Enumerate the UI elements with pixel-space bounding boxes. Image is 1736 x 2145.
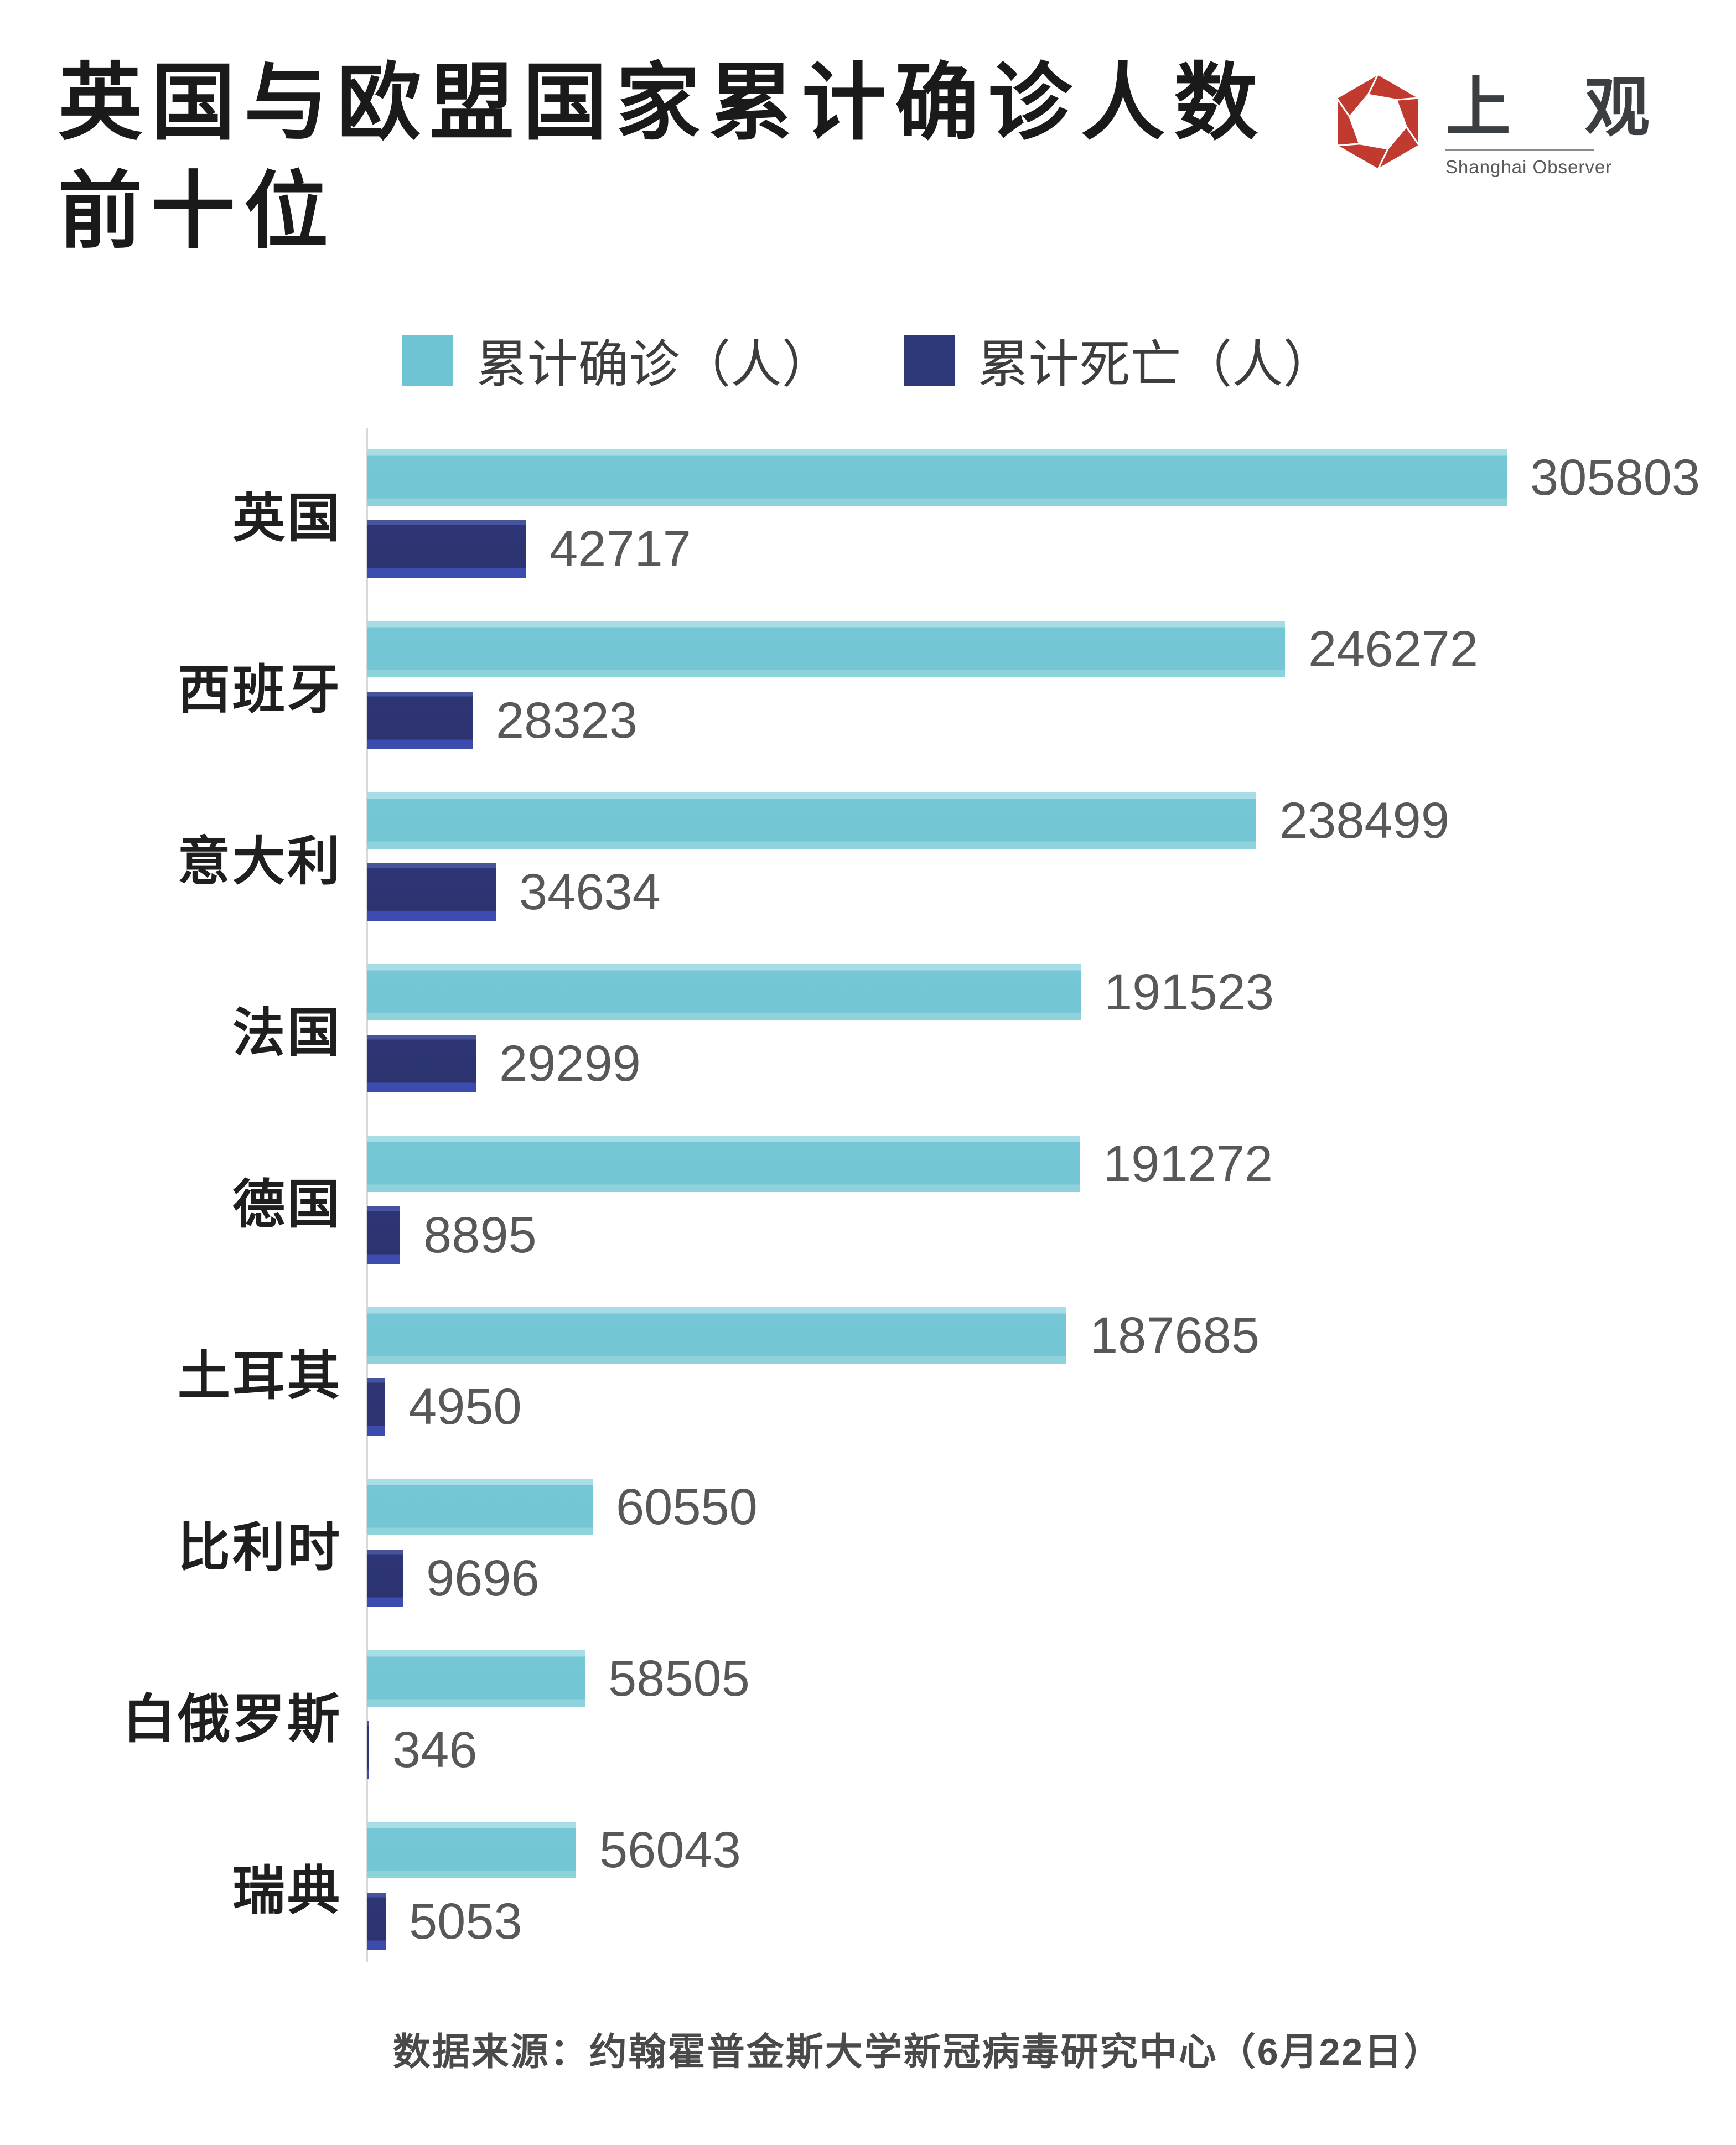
country-row: 意大利 238499 34634	[178, 792, 1736, 921]
death-bar	[367, 1378, 385, 1436]
y-axis-line	[366, 428, 368, 1962]
country-label: 英国	[232, 489, 342, 548]
death-value: 34634	[519, 863, 661, 920]
death-value: 346	[392, 1721, 478, 1778]
confirmed-value: 191272	[1103, 1135, 1273, 1192]
country-row: 西班牙 246272 28323	[178, 620, 1736, 749]
death-value: 5053	[409, 1893, 522, 1950]
death-bar	[367, 1721, 369, 1779]
country-row: 白俄罗斯 58505 346	[123, 1650, 1736, 1779]
country-row: 德国 191272 8895	[232, 1135, 1736, 1264]
legend-label-confirmed: 累计确诊（人）	[476, 336, 833, 393]
confirmed-bar	[367, 792, 1256, 849]
logo-divider	[1445, 149, 1594, 151]
death-value: 4950	[408, 1378, 522, 1435]
logo-text: 上 观 Shanghai Observer	[1445, 71, 1675, 178]
page-title-line2: 前十位	[58, 164, 337, 258]
legend-item-confirmed: 累计确诊（人）	[402, 323, 833, 397]
country-label: 比利时	[177, 1518, 342, 1577]
confirmed-bar	[367, 964, 1081, 1020]
country-row: 法国 191523 29299	[232, 963, 1736, 1092]
page-title: 英国与欧盟国家累计确诊人数 前十位	[58, 49, 1267, 266]
death-value: 42717	[550, 520, 691, 577]
shanghai-observer-logo: 上 观 Shanghai Observer	[1329, 71, 1675, 178]
confirmed-bar	[367, 1822, 576, 1878]
death-value: 8895	[423, 1206, 537, 1263]
confirmed-value: 58505	[608, 1650, 750, 1707]
death-value: 9696	[426, 1550, 540, 1607]
confirmed-value: 56043	[599, 1821, 741, 1878]
country-label: 法国	[232, 1003, 342, 1063]
country-label: 白俄罗斯	[122, 1690, 342, 1749]
logo-name-en: Shanghai Observer	[1445, 157, 1613, 177]
country-row: 比利时 60550 9696	[178, 1478, 1736, 1607]
confirmed-value: 187685	[1090, 1307, 1260, 1364]
confirmed-bar	[367, 449, 1507, 506]
legend-item-deaths: 累计死亡（人）	[903, 323, 1334, 397]
death-bar	[367, 1893, 386, 1950]
country-row: 土耳其 187685 4950	[178, 1307, 1736, 1436]
death-bar	[367, 863, 496, 921]
country-label: 西班牙	[177, 660, 342, 719]
death-bar	[367, 520, 526, 578]
confirmed-bar	[367, 1650, 585, 1707]
confirmed-bar	[367, 621, 1285, 677]
data-source-note: 数据来源：约翰霍普金斯大学新冠病毒研究中心（6月22日）	[392, 2031, 1443, 2073]
legend-label-deaths: 累计死亡（人）	[977, 336, 1334, 393]
death-bar	[367, 1035, 476, 1092]
death-bar	[367, 692, 473, 749]
bar-chart: 英国 305803 42717 西班牙 246272 28323 意大利 238…	[123, 449, 1736, 1951]
country-label: 瑞典	[232, 1861, 342, 1920]
deaths-swatch-icon	[903, 334, 955, 386]
death-bar	[367, 1206, 400, 1264]
country-label: 德国	[232, 1175, 342, 1234]
aperture-hexagon-icon	[1334, 72, 1422, 172]
death-value: 29299	[499, 1035, 641, 1092]
country-row: 英国 305803 42717	[232, 449, 1736, 578]
logo-name-cn: 上 观	[1445, 69, 1675, 146]
chart-legend: 累计确诊（人） 累计死亡（人）	[0, 323, 1736, 397]
death-bar	[367, 1550, 403, 1607]
confirmed-value: 246272	[1308, 620, 1478, 677]
confirmed-bar	[367, 1479, 593, 1535]
confirmed-bar	[367, 1307, 1066, 1364]
country-label: 土耳其	[177, 1346, 342, 1406]
confirmed-value: 60550	[616, 1478, 758, 1535]
confirmed-value: 238499	[1279, 792, 1449, 849]
confirmed-bar	[367, 1136, 1080, 1192]
country-label: 意大利	[177, 832, 342, 891]
country-row: 瑞典 56043 5053	[232, 1821, 1736, 1950]
confirmed-value: 305803	[1530, 449, 1700, 506]
death-value: 28323	[496, 692, 638, 749]
page-title-line1: 英国与欧盟国家累计确诊人数	[58, 56, 1267, 150]
confirmed-value: 191523	[1104, 963, 1274, 1020]
confirmed-swatch-icon	[402, 334, 453, 386]
